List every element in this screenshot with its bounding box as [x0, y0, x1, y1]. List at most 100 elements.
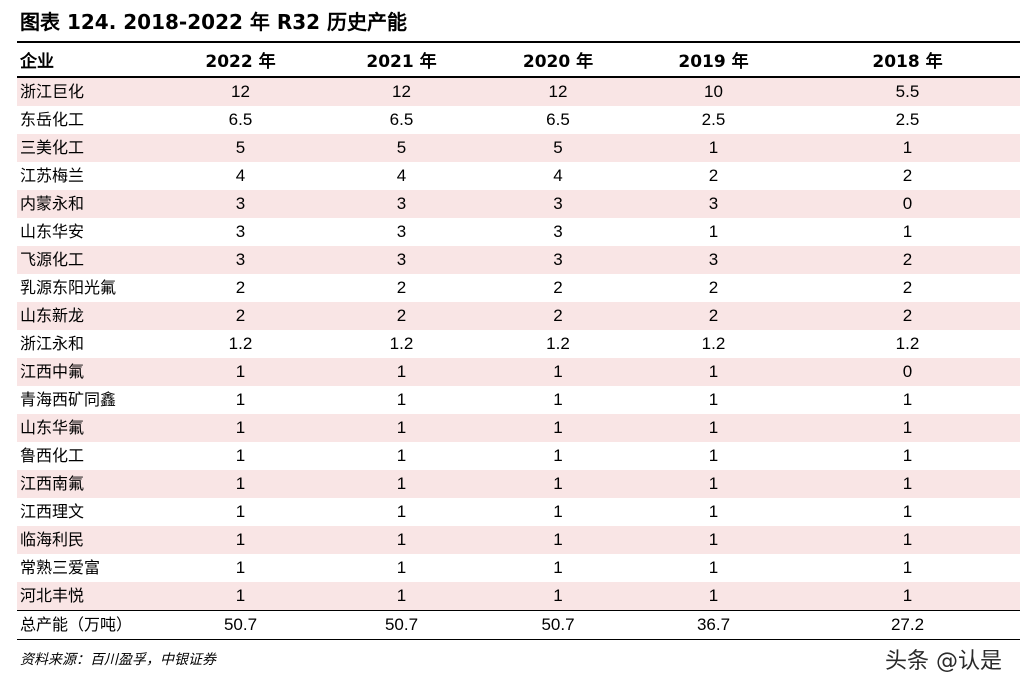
capacity-cell: 2: [902, 306, 913, 325]
capacity-cell: 1.2: [228, 334, 253, 353]
capacity-cell: 3: [708, 250, 719, 269]
company-cell: 常熟三爱富: [20, 558, 101, 577]
company-cell: 内蒙永和: [20, 194, 85, 213]
total-value-cell: 50.7: [384, 615, 419, 634]
capacity-cell: 1: [553, 530, 563, 549]
table-row: 内蒙永和 3 3 3 3 0: [17, 190, 1020, 218]
capacity-cell: 1: [396, 390, 407, 409]
capacity-cell: 1: [235, 558, 246, 577]
company-cell: 鲁西化工: [20, 446, 85, 465]
capacity-cell: 3: [553, 222, 563, 241]
total-value-cell: 50.7: [541, 615, 575, 634]
capacity-cell: 1: [902, 418, 913, 437]
capacity-cell: 0: [902, 362, 913, 381]
table-row: 江西理文 1 1 1 1 1: [17, 498, 1020, 526]
header-2021: 2021 年: [366, 52, 437, 72]
total-value-cell: 36.7: [696, 615, 731, 634]
table-row: 浙江永和 1.2 1.2 1.2 1.2 1.2: [17, 330, 1020, 358]
header-2018: 2018 年: [872, 52, 943, 72]
capacity-cell: 2.5: [701, 110, 726, 129]
capacity-cell: 3: [235, 194, 246, 213]
table-body: 浙江巨化 12 12 12 10 5.5 东岳化工 6.5 6.5 6.5 2.5 2.5 三美化工 5 5…: [17, 77, 1020, 640]
capacity-cell: 2: [902, 166, 913, 185]
capacity-cell: 1: [553, 362, 563, 381]
capacity-cell: 3: [553, 250, 563, 269]
capacity-cell: 2: [396, 278, 407, 297]
capacity-cell: 5: [396, 138, 407, 157]
capacity-cell: 3: [396, 194, 407, 213]
capacity-cell: 1: [235, 474, 246, 493]
capacity-cell: 1: [708, 138, 719, 157]
company-cell: 江西南氟: [20, 474, 85, 493]
capacity-cell: 2: [902, 250, 913, 269]
company-cell: 乳源东阳光氟: [20, 278, 117, 297]
company-cell: 河北丰悦: [20, 586, 85, 605]
capacity-cell: 1: [396, 474, 407, 493]
capacity-cell: 4: [396, 166, 407, 185]
figure-title: 图表 124. 2018-2022 年 R32 历史产能: [20, 10, 408, 34]
capacity-cell: 3: [396, 222, 407, 241]
capacity-cell: 12: [231, 82, 250, 101]
capacity-cell: 6.5: [389, 110, 414, 129]
capacity-cell: 1: [708, 586, 719, 605]
capacity-cell: 1: [396, 362, 407, 381]
table-row: 江西南氟 1 1 1 1 1: [17, 470, 1020, 498]
capacity-cell: 1: [396, 502, 407, 521]
header-2022: 2022 年: [205, 52, 276, 72]
capacity-cell: 2: [235, 306, 246, 325]
capacity-cell: 2: [553, 278, 563, 297]
capacity-cell: 6.5: [546, 110, 570, 129]
capacity-cell: 10: [704, 82, 723, 101]
company-cell: 青海西矿同鑫: [20, 390, 117, 409]
capacity-cell: 1: [708, 558, 719, 577]
total-value-cell: 27.2: [890, 615, 925, 634]
total-label-cell: 总产能（万吨）: [20, 615, 133, 634]
capacity-cell: 2: [708, 306, 719, 325]
capacity-cell: 1: [396, 558, 407, 577]
capacity-cell: 1: [553, 418, 563, 437]
table-header-row: 企业 2022 年 2021 年 2020 年 2019 年 2018 年: [17, 48, 1020, 77]
capacity-cell: 2: [902, 278, 913, 297]
capacity-cell: 1.2: [546, 334, 570, 353]
title-divider: [17, 41, 1020, 43]
capacity-cell: 1: [902, 390, 913, 409]
table-row: 河北丰悦 1 1 1 1 1: [17, 582, 1020, 611]
header-2020: 2020 年: [522, 52, 594, 72]
table-row: 江西中氟 1 1 1 1 0: [17, 358, 1020, 386]
capacity-cell: 1: [396, 530, 407, 549]
capacity-cell: 1: [902, 558, 913, 577]
company-cell: 山东华安: [20, 222, 85, 241]
capacity-cell: 1: [902, 138, 913, 157]
table-row: 青海西矿同鑫 1 1 1 1 1: [17, 386, 1020, 414]
company-cell: 飞源化工: [20, 250, 85, 269]
table-row: 山东华安 3 3 3 1 1: [17, 218, 1020, 246]
capacity-cell: 1: [708, 418, 719, 437]
table-row: 鲁西化工 1 1 1 1 1: [17, 442, 1020, 470]
capacity-cell: 1.2: [895, 334, 920, 353]
table-row: 常熟三爱富 1 1 1 1 1: [17, 554, 1020, 582]
capacity-cell: 1: [902, 502, 913, 521]
capacity-cell: 1: [902, 222, 913, 241]
capacity-cell: 3: [235, 250, 246, 269]
table-row: 临海利民 1 1 1 1 1: [17, 526, 1020, 554]
capacity-cell: 6.5: [228, 110, 253, 129]
capacity-table: 企业 2022 年 2021 年 2020 年 2019 年 2018 年 浙江…: [17, 48, 1020, 640]
capacity-cell: 1: [553, 586, 563, 605]
watermark: 头条 @认是: [885, 649, 1002, 674]
capacity-cell: 3: [235, 222, 246, 241]
capacity-cell: 1: [553, 390, 563, 409]
capacity-cell: 1: [708, 474, 719, 493]
capacity-cell: 4: [553, 166, 563, 185]
capacity-cell: 2: [708, 166, 719, 185]
capacity-cell: 1.2: [389, 334, 414, 353]
capacity-cell: 3: [708, 194, 719, 213]
capacity-cell: 4: [235, 166, 246, 185]
company-cell: 江西中氟: [20, 362, 85, 381]
company-cell: 东岳化工: [20, 110, 85, 129]
company-cell: 三美化工: [20, 138, 85, 157]
table-row: 山东华氟 1 1 1 1 1: [17, 414, 1020, 442]
capacity-cell: 1: [235, 418, 246, 437]
capacity-cell: 1: [708, 530, 719, 549]
capacity-cell: 1: [553, 474, 563, 493]
capacity-cell: 1: [235, 446, 246, 465]
